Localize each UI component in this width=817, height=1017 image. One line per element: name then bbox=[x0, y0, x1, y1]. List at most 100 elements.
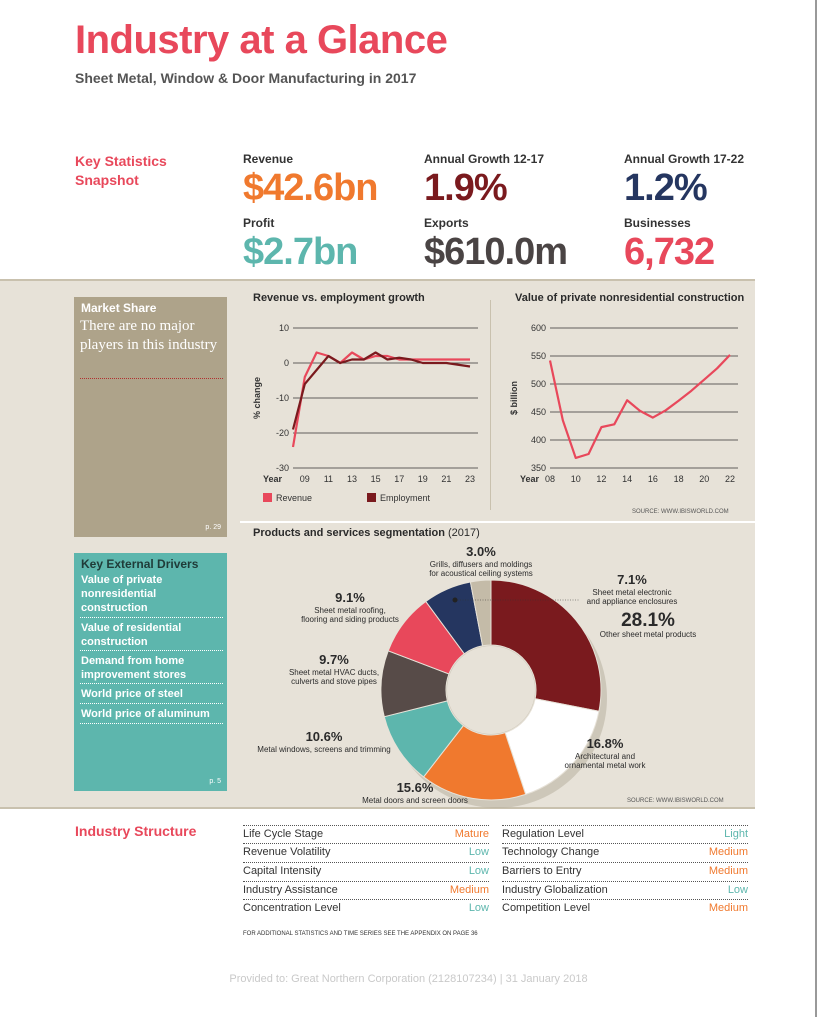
structure-value: Medium bbox=[708, 902, 748, 914]
chart2-source: SOURCE: WWW.IBISWORLD.COM bbox=[632, 509, 729, 515]
structure-row: Capital Intensity Low bbox=[243, 862, 489, 880]
stat-value: $42.6bn bbox=[243, 167, 379, 209]
stat-businesses: Businesses 6,732 bbox=[624, 216, 715, 274]
structure-name: Life Cycle Stage bbox=[243, 828, 324, 840]
stat-growth-12-17: Annual Growth 12-17 1.9% bbox=[424, 152, 544, 210]
chart2-title: Value of private nonresidential construc… bbox=[515, 292, 745, 304]
y-tick-label: -20 bbox=[276, 428, 289, 438]
stat-label: Revenue bbox=[243, 152, 294, 166]
structure-row: Industry Globalization Low bbox=[502, 881, 748, 899]
appendix-note: FOR ADDITIONAL STATISTICS AND TIME SERIE… bbox=[243, 931, 478, 937]
structure-name: Regulation Level bbox=[502, 828, 584, 840]
y-tick-label: -30 bbox=[276, 463, 289, 473]
market-share-heading: Market Share bbox=[81, 301, 157, 315]
y-tick-label: 400 bbox=[531, 435, 546, 445]
market-share-box: Market Share There are no major players … bbox=[74, 297, 227, 537]
category-label: Architectural and bbox=[575, 752, 635, 761]
footer-provided-to: Provided to: Great Northern Corporation … bbox=[229, 973, 588, 985]
donut-slice bbox=[490, 579, 602, 712]
divider bbox=[80, 650, 223, 651]
legend-swatch bbox=[263, 493, 272, 502]
series-line-employment bbox=[291, 351, 471, 430]
stat-label: Businesses bbox=[624, 216, 691, 230]
structure-name: Technology Change bbox=[502, 846, 600, 858]
structure-name: Competition Level bbox=[502, 902, 591, 914]
structure-value: Low bbox=[468, 902, 489, 914]
stat-label: Profit bbox=[243, 216, 275, 230]
x-tick-label: 18 bbox=[674, 474, 684, 484]
page-ref: p. 5 bbox=[209, 778, 221, 785]
y-tick-label: 500 bbox=[531, 379, 546, 389]
category-label: culverts and stove pipes bbox=[291, 677, 377, 686]
structure-value: Light bbox=[724, 828, 748, 840]
driver-item: World price of steel bbox=[81, 688, 183, 700]
chart3-source: SOURCE: WWW.IBISWORLD.COM bbox=[627, 798, 724, 804]
data-label: 10.6% bbox=[306, 729, 343, 744]
legend-label: Revenue bbox=[276, 493, 312, 503]
x-tick-label: 09 bbox=[300, 474, 310, 484]
structure-row: Regulation Level Light bbox=[502, 825, 748, 843]
category-label: for acoustical ceiling systems bbox=[429, 569, 533, 578]
category-label: flooring and siding products bbox=[301, 615, 399, 624]
driver-item: Value of residential construction bbox=[81, 622, 182, 648]
y-tick-label: 10 bbox=[279, 323, 289, 333]
legend-label: Employment bbox=[380, 493, 431, 503]
page-ref: p. 29 bbox=[205, 524, 221, 531]
structure-row: Life Cycle Stage Mature bbox=[243, 825, 489, 843]
data-label: 16.8% bbox=[587, 736, 624, 751]
y-axis-label: $ billion bbox=[509, 381, 519, 415]
market-share-text: There are no major players in this indus… bbox=[80, 318, 218, 353]
x-axis-label: Year bbox=[263, 474, 283, 484]
category-label: ornamental metal work bbox=[565, 761, 647, 770]
chart1-title: Revenue vs. employment growth bbox=[253, 292, 425, 304]
y-tick-label: 600 bbox=[531, 323, 546, 333]
leader-dot bbox=[452, 597, 458, 603]
page-edge bbox=[815, 0, 817, 1017]
driver-item: Value of private nonresidential construc… bbox=[81, 574, 163, 614]
external-drivers-box: Key External Drivers Value of private no… bbox=[74, 553, 227, 791]
x-tick-label: 23 bbox=[465, 474, 475, 484]
data-label: 9.1% bbox=[335, 590, 365, 605]
structure-name: Barriers to Entry bbox=[502, 865, 582, 877]
stat-value: $610.0m bbox=[424, 231, 568, 273]
y-tick-label: 550 bbox=[531, 351, 546, 361]
external-drivers-heading: Key External Drivers bbox=[81, 557, 199, 571]
series-line-value bbox=[548, 354, 731, 460]
divider bbox=[80, 723, 223, 724]
x-tick-label: 12 bbox=[596, 474, 606, 484]
y-tick-label: 450 bbox=[531, 407, 546, 417]
divider bbox=[80, 617, 223, 618]
chart3-title-year: (2017) bbox=[448, 527, 480, 539]
x-tick-label: 16 bbox=[648, 474, 658, 484]
divider bbox=[80, 683, 223, 684]
donut-hole bbox=[447, 646, 535, 734]
industry-structure-heading: Industry Structure bbox=[75, 823, 197, 839]
structure-row: Concentration Level Low bbox=[243, 899, 489, 917]
structure-value: Medium bbox=[449, 884, 489, 896]
legend-swatch bbox=[367, 493, 376, 502]
divider bbox=[80, 703, 223, 704]
chart3-title: Products and services segmentation (2017… bbox=[253, 527, 480, 539]
page-title: Industry at a Glance bbox=[75, 18, 448, 62]
x-tick-label: 11 bbox=[324, 474, 333, 484]
structure-value: Mature bbox=[454, 828, 489, 840]
x-tick-label: 15 bbox=[371, 474, 381, 484]
y-tick-label: 350 bbox=[531, 463, 546, 473]
structure-value: Low bbox=[468, 846, 489, 858]
structure-value: Low bbox=[468, 865, 489, 877]
category-label: Sheet metal roofing, bbox=[314, 606, 386, 615]
category-label: and appliance enclosures bbox=[587, 597, 678, 606]
structure-name: Revenue Volatility bbox=[243, 846, 331, 858]
x-tick-label: 14 bbox=[622, 474, 632, 484]
x-tick-label: 19 bbox=[418, 474, 428, 484]
x-tick-label: 20 bbox=[699, 474, 709, 484]
stat-revenue: Revenue $42.6bn bbox=[243, 152, 379, 210]
x-axis-label: Year bbox=[520, 474, 540, 484]
x-tick-label: 21 bbox=[441, 474, 451, 484]
data-label: 28.1% bbox=[621, 610, 675, 631]
chart-divider bbox=[490, 300, 491, 510]
driver-item: World price of aluminum bbox=[81, 708, 210, 720]
stat-value: $2.7bn bbox=[243, 231, 358, 273]
structure-name: Industry Assistance bbox=[243, 884, 338, 896]
